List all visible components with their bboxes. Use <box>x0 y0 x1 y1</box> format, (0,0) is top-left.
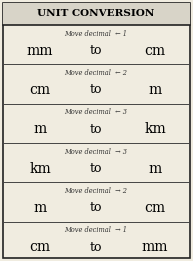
Text: mm: mm <box>27 44 53 58</box>
Text: km: km <box>29 162 51 176</box>
Text: cm: cm <box>30 240 51 254</box>
Text: to: to <box>90 123 102 136</box>
Text: UNIT CONVERSION: UNIT CONVERSION <box>37 9 155 19</box>
Text: Move decimal  ← 2: Move decimal ← 2 <box>64 69 128 77</box>
Text: to: to <box>90 162 102 175</box>
Text: to: to <box>90 84 102 96</box>
Text: Move decimal  ← 3: Move decimal ← 3 <box>64 108 128 116</box>
Text: m: m <box>33 122 47 136</box>
Text: cm: cm <box>30 83 51 97</box>
Text: m: m <box>148 162 162 176</box>
Text: m: m <box>33 201 47 215</box>
Text: cm: cm <box>144 201 166 215</box>
Text: m: m <box>148 83 162 97</box>
Text: mm: mm <box>142 240 168 254</box>
Text: to: to <box>90 44 102 57</box>
Text: cm: cm <box>144 44 166 58</box>
Text: Move decimal  → 1: Move decimal → 1 <box>64 226 128 234</box>
Text: Move decimal  → 3: Move decimal → 3 <box>64 148 128 156</box>
Text: to: to <box>90 241 102 254</box>
Text: km: km <box>144 122 166 136</box>
Text: to: to <box>90 201 102 214</box>
Text: Move decimal  → 2: Move decimal → 2 <box>64 187 128 195</box>
Bar <box>3 3 190 25</box>
Text: Move decimal  ← 1: Move decimal ← 1 <box>64 30 128 38</box>
